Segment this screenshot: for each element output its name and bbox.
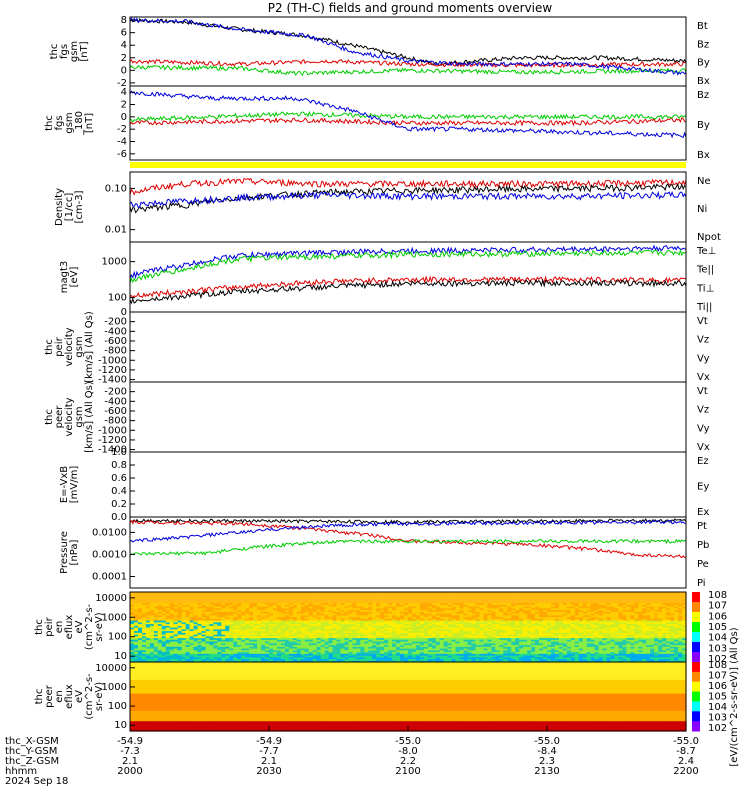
legend-Ey: Ey	[697, 482, 709, 493]
y-tick-label: 100	[108, 293, 127, 304]
y-tick-label: 0	[121, 112, 127, 123]
y-axis-label: [km/s] (All Qs)	[84, 311, 95, 383]
legend-By: By	[697, 58, 710, 69]
y-tick-label: 2	[121, 53, 127, 64]
legend-Bx: Bx	[697, 76, 710, 87]
series-line-Ti⊥	[130, 246, 686, 279]
legend-Ez: Ez	[697, 456, 709, 467]
panel-frame	[130, 17, 686, 86]
series-line-Ni	[130, 184, 686, 212]
legend-Bt: Bt	[697, 21, 708, 32]
series-line-Bx	[130, 91, 686, 137]
y-axis-label: [km/s] (All Qs)	[84, 381, 95, 453]
series-line-Pi	[130, 521, 686, 543]
legend-Pi: Pi	[697, 578, 706, 589]
legend-Vx: Vx	[697, 372, 710, 383]
quality-flag-bar	[130, 162, 686, 168]
legend-Npot: Npot	[697, 232, 721, 243]
y-tick-label: -2	[117, 124, 127, 135]
chart-title: P2 (TH-C) fields and ground moments over…	[268, 1, 553, 15]
legend-Te||: Te||	[696, 265, 714, 276]
y-axis-label: [nT]	[79, 41, 90, 61]
y-tick-label: 0.2	[111, 499, 127, 510]
series-line-Npot	[130, 192, 686, 207]
legend-By: By	[697, 120, 710, 131]
y-tick-label: 1000	[102, 257, 127, 268]
legend-Bz: Bz	[697, 39, 709, 50]
y-tick-label: 0.6	[111, 473, 127, 484]
y-tick-label: 0.0100	[92, 527, 127, 538]
y-tick-label: -1400	[98, 375, 127, 386]
y-tick-label: -4	[117, 137, 127, 148]
y-tick-label: 2	[121, 100, 127, 111]
y-tick-label: 0.01	[105, 225, 127, 236]
legend-Vy: Vy	[697, 353, 710, 364]
series-line-Ti||	[130, 250, 686, 283]
y-axis-label: [nPa]	[69, 539, 80, 565]
y-tick-label: 0.4	[111, 486, 127, 497]
series-line-Te||	[130, 280, 686, 303]
y-axis-label: [eV]	[69, 267, 80, 288]
legend-Ex: Ex	[697, 507, 709, 518]
legend-Bx: Bx	[697, 150, 710, 161]
legend-Pb: Pb	[697, 540, 709, 551]
series-line-Ne	[130, 179, 686, 195]
y-tick-label: 4	[121, 87, 127, 98]
y-tick-label: 0	[121, 65, 127, 76]
y-axis-label: [mV/m]	[69, 466, 80, 504]
series-line-Te⊥	[130, 277, 686, 298]
y-tick-label: -6	[117, 149, 127, 160]
legend-Te⊥: Te⊥	[696, 246, 716, 257]
y-tick-label: 0.0	[111, 512, 127, 523]
legend-Vx: Vx	[697, 442, 710, 453]
y-tick-label: 0.8	[111, 460, 127, 471]
y-axis-label: [cm-3]	[74, 190, 85, 223]
legend-Vy: Vy	[697, 423, 710, 434]
legend-Vz: Vz	[697, 405, 709, 416]
y-tick-label: 0.0001	[92, 571, 127, 582]
y-tick-label: 6	[121, 28, 127, 39]
legend-Pt: Pt	[697, 521, 707, 532]
legend-Vt: Vt	[697, 386, 708, 397]
legend-Vz: Vz	[697, 335, 709, 346]
panel-frame	[130, 312, 686, 382]
series-line-By	[130, 112, 686, 122]
legend-Bz: Bz	[697, 90, 709, 101]
legend-Ni: Ni	[697, 204, 707, 215]
y-tick-label: 8	[121, 15, 127, 26]
legend-Ti||: Ti||	[696, 302, 712, 313]
panel-frame	[130, 382, 686, 452]
legend-Ne: Ne	[697, 176, 711, 187]
legend-Vt: Vt	[697, 316, 708, 327]
legend-Ti⊥: Ti⊥	[696, 283, 714, 294]
y-tick-label: 0.10	[105, 183, 127, 194]
y-tick-label: 4	[121, 40, 127, 51]
y-tick-label: 1.0	[111, 447, 127, 458]
legend-Pe: Pe	[697, 559, 709, 570]
series-line-By	[130, 66, 686, 76]
y-tick-label: 0.0010	[92, 549, 127, 560]
panel-frame	[130, 452, 686, 517]
y-axis-label: [nT]	[84, 113, 95, 133]
